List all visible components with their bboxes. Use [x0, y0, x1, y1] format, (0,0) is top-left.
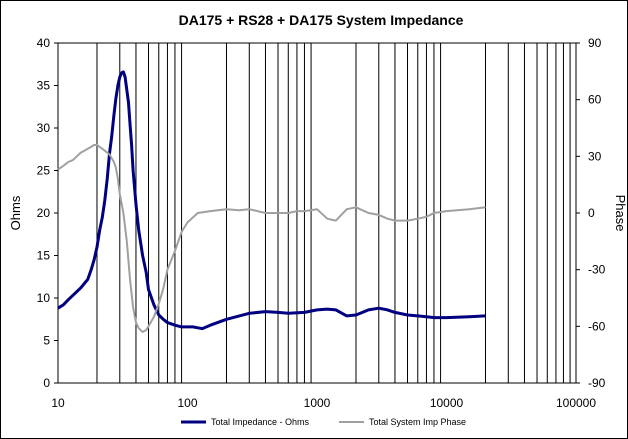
impedance-series-line	[57, 70, 486, 331]
y2-axis-label: Phase	[613, 195, 627, 232]
legend: Total Impedance - Ohms Total System Imp …	[181, 417, 466, 427]
gridlines	[96, 43, 571, 383]
x-tick-label: 10000	[430, 396, 464, 410]
y2-tick-label: -60	[588, 319, 606, 333]
series-lines	[57, 70, 486, 333]
axis-ticks: 10 100 1000 10000 100000 0 5 10 15 20 25 30 35 40 -90 -…	[37, 36, 606, 410]
y2-tick-label: 0	[588, 206, 595, 220]
x-tick-label: 100000	[556, 396, 596, 410]
phase-series-line	[57, 144, 486, 333]
x-tick-label: 100	[177, 396, 197, 410]
y-axis-label: Ohms	[8, 195, 23, 230]
y2-tick-label: 60	[588, 93, 602, 107]
legend-label-phase: Total System Imp Phase	[369, 417, 466, 427]
y-tick-label: 35	[37, 79, 51, 93]
y-tick-label: 15	[37, 249, 51, 263]
y2-tick-label: -90	[588, 376, 606, 390]
y-tick-label: 5	[43, 334, 50, 348]
chart-title: DA175 + RS28 + DA175 System Impedance	[179, 12, 464, 28]
x-tick-label: 10	[51, 396, 65, 410]
y2-tick-label: -30	[588, 263, 606, 277]
y-tick-label: 25	[37, 164, 51, 178]
legend-label-impedance: Total Impedance - Ohms	[211, 417, 310, 427]
y2-tick-label: 90	[588, 36, 602, 50]
y-tick-label: 0	[43, 376, 50, 390]
y-tick-label: 20	[37, 206, 51, 220]
y-tick-label: 10	[37, 291, 51, 305]
x-tick-label: 1000	[304, 396, 331, 410]
y2-tick-label: 30	[588, 149, 602, 163]
y-tick-label: 40	[37, 36, 51, 50]
y-tick-label: 30	[37, 121, 51, 135]
